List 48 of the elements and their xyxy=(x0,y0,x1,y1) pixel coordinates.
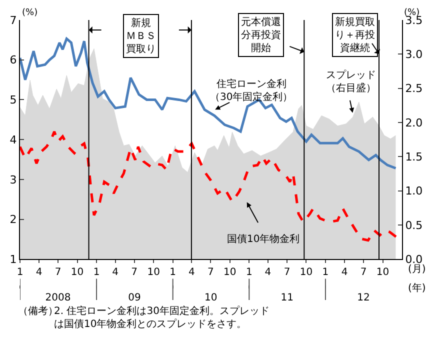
y2-tick-label: 2.5 xyxy=(405,82,423,96)
x-tick-label: 10 xyxy=(147,267,160,278)
annotation: 元本償還分再投資開始 xyxy=(241,16,281,54)
x2-tick-label: 2008 xyxy=(45,292,71,304)
series-label: 国債10年物金利 xyxy=(227,233,300,245)
x-tick-label: 4 xyxy=(36,267,42,278)
line-series xyxy=(20,130,398,242)
x-tick-label: 10 xyxy=(300,267,313,278)
y-tick-label: 6 xyxy=(10,54,17,67)
text: 2. 住宅ローン金利は30年固定金利。スプレッドは国債10年物金利とのスプレッドをさす。 xyxy=(54,305,270,330)
y-tick-label: 1 xyxy=(10,252,17,266)
x2-tick-label: 10 xyxy=(204,292,218,304)
x-tick-label: 1 xyxy=(246,267,252,278)
series-label: スプレッド（右目盛） xyxy=(326,69,376,94)
y-tick-label: 5 xyxy=(10,94,17,107)
x-tick-label: 4 xyxy=(188,267,195,278)
x-tick-label: 7 xyxy=(360,267,367,278)
x2-tick-label: 11 xyxy=(280,292,294,304)
series-label: 住宅ローン金利（30年固定金利） xyxy=(210,78,293,103)
x-tick-label: 7 xyxy=(284,267,290,278)
x-tick-label: 10 xyxy=(224,267,236,278)
y2-tick-label: 1.5 xyxy=(405,150,423,164)
x-tick-label: 1 xyxy=(322,267,329,278)
x-tick-label: 4 xyxy=(112,267,119,278)
x-tick-label: 7 xyxy=(208,267,214,278)
x-tick-label: 10 xyxy=(376,267,390,278)
x-tick-label: 1 xyxy=(170,267,176,278)
x-tick-label: 7 xyxy=(131,267,138,278)
x-tick-label: 1 xyxy=(93,267,100,278)
y2-tick-label: 2.0 xyxy=(405,116,423,130)
y-tick-label: 2 xyxy=(10,213,17,226)
x2-tick-label: 09 xyxy=(128,292,141,304)
annotation: 新規買取り＋再投資継続 xyxy=(335,16,375,54)
y-tick-label: 4 xyxy=(10,133,17,146)
x2-axis-title: (年) xyxy=(408,282,426,294)
x-tick-label: 4 xyxy=(341,267,348,278)
annotation: 新規ＭＢＳ買取り xyxy=(126,17,156,55)
x-tick-label: 7 xyxy=(54,267,62,278)
y2-tick-label: 1.0 xyxy=(405,184,423,198)
y2-tick-label: 0.5 xyxy=(405,218,423,232)
y-tick-label: 3 xyxy=(10,173,17,186)
x-tick-label: 4 xyxy=(264,267,272,278)
y-axis-title: (%) xyxy=(22,8,38,18)
x2-tick-label: 12 xyxy=(357,292,370,304)
y2-tick-label: 3.0 xyxy=(405,48,423,62)
x-tick-label: 10 xyxy=(70,267,84,278)
x-axis-title: (月) xyxy=(408,264,426,275)
y-tick-label: 7 xyxy=(10,14,17,27)
